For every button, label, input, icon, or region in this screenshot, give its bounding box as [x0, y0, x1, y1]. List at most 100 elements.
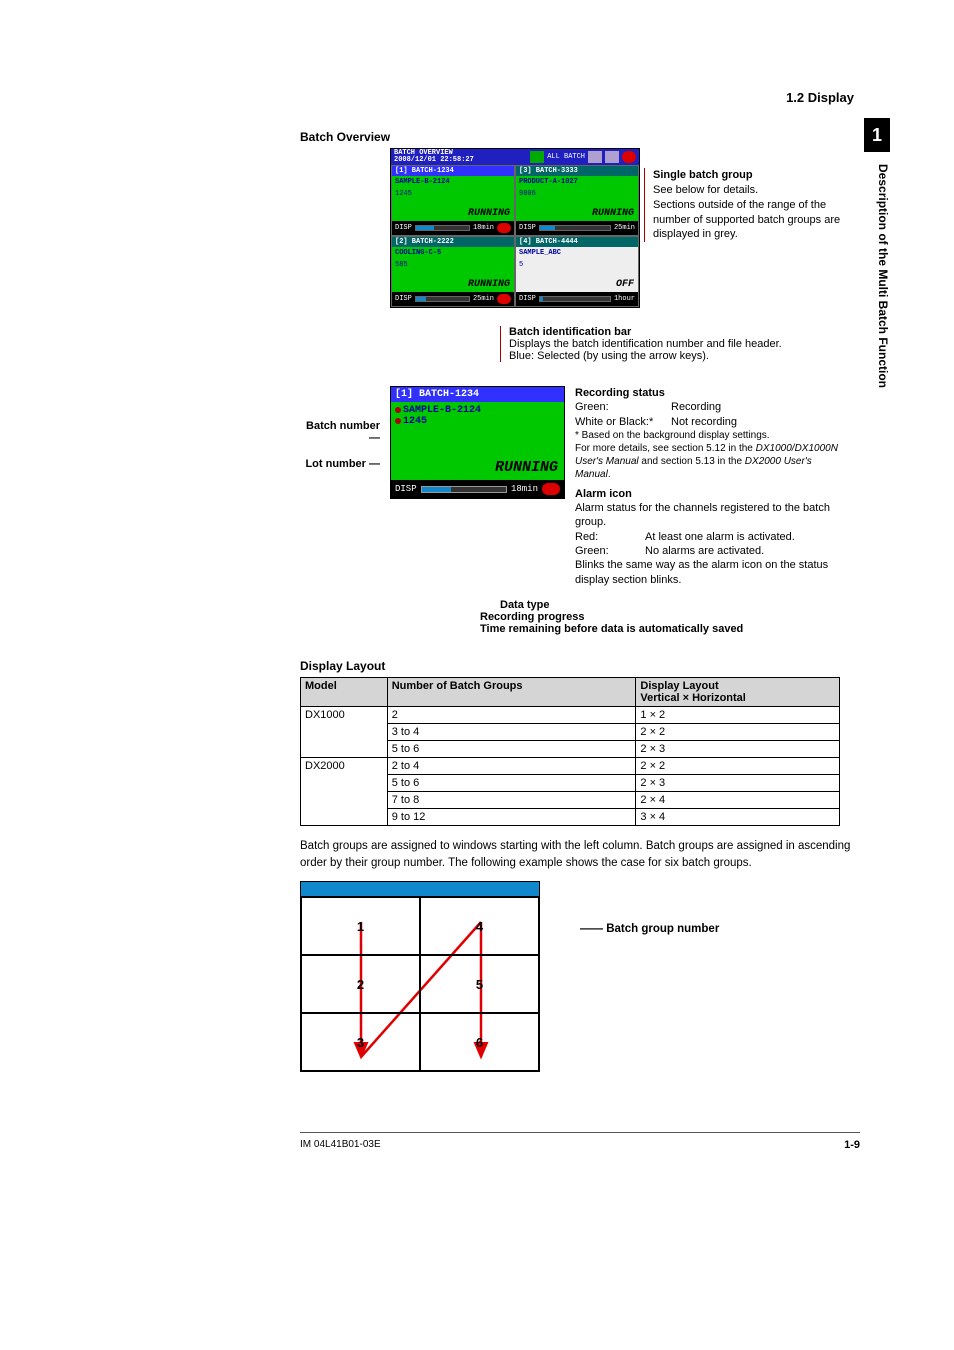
kv-key: Red: — [575, 530, 645, 544]
disp-time: 18min — [473, 224, 494, 232]
batch-cell: [1] BATCH-1234SAMPLE-B-21241245RUNNING DI… — [391, 165, 515, 236]
detail-sample: SAMPLE-B-2124 — [403, 405, 481, 416]
grid-diagram: 142536 — [300, 881, 540, 1072]
detail-panel: [1] BATCH-1234 SAMPLE-B-2124 1245 RUNNIN… — [390, 386, 565, 499]
page: 1.2 Display 1 Description of the Multi B… — [0, 0, 954, 1191]
kv-val: Not recording — [671, 415, 845, 429]
label-lot-number: Lot number — [305, 458, 366, 470]
detail-status: RUNNING — [495, 459, 558, 476]
cell-layout: 2 × 3 — [636, 774, 840, 791]
cell-status: RUNNING — [468, 208, 510, 219]
kv-val: At least one alarm is activated. — [645, 530, 845, 544]
cell-body: COOLING-C-5 585 RUNNING — [392, 247, 514, 292]
cell-sample: SAMPLE_ABC — [519, 249, 635, 257]
cell-idbar: [1] BATCH-1234 — [392, 166, 514, 176]
toolbar-icon — [588, 151, 602, 163]
cell-body: PRODUCT-A-1027 9806 RUNNING — [516, 176, 638, 221]
callout-title: Recording status — [575, 387, 665, 399]
cell-lot: 5 — [519, 261, 635, 269]
disp-label: DISP — [519, 295, 536, 303]
cell-layout: 1 × 2 — [636, 706, 840, 723]
cell-body: SAMPLE_ABC 5 OFF — [516, 247, 638, 292]
diagram-titlebar — [300, 881, 540, 897]
grid-cell: 4 — [420, 897, 539, 955]
cell-sample: PRODUCT-A-1027 — [519, 178, 635, 186]
th-model: Model — [301, 677, 388, 706]
batch-overview-screen: BATCH OVERVIEW 2008/12/01 22:58:27 ALL B… — [390, 148, 640, 308]
batch-cell: [2] BATCH-2222COOLING-C-5585RUNNINGDISP2… — [391, 236, 515, 307]
annotation-title: Single batch group — [653, 169, 753, 181]
grid-diagram-wrapper: 142536 —— Batch group number — [300, 881, 860, 1072]
grid-cell: 1 — [301, 897, 420, 955]
cell-layout: 2 × 2 — [636, 757, 840, 774]
grid-cell: 3 — [301, 1013, 420, 1071]
cell-groups: 2 to 4 — [387, 757, 636, 774]
kv-val: No alarms are activated. — [645, 544, 845, 558]
kv-val: Recording — [671, 400, 845, 414]
alarm-icon — [622, 151, 636, 163]
cell-disp: DISP 25min — [392, 292, 514, 306]
batch-group-number-label: —— Batch group number — [580, 923, 740, 935]
cell-status: RUNNING — [592, 208, 634, 219]
note: * Based on the background display settin… — [575, 429, 845, 442]
callout-title: Batch identification bar — [509, 326, 631, 338]
cell-groups: 3 to 4 — [387, 723, 636, 740]
table-row: DX20002 to 42 × 2 — [301, 757, 840, 774]
layout-table: Model Number of Batch Groups Display Lay… — [300, 677, 840, 826]
annotation-text: Sections outside of the range of the num… — [653, 199, 840, 241]
cell-lot: 585 — [395, 261, 511, 269]
callout-data-type: Data type — [500, 599, 860, 611]
cell-model: DX1000 — [301, 706, 388, 757]
cell-groups: 9 to 12 — [387, 808, 636, 825]
footer-right: 1-9 — [844, 1139, 860, 1151]
note: For more details, see section 5.12 in th… — [575, 442, 845, 481]
callout-text: Blue: Selected (by using the arrow keys)… — [509, 350, 709, 362]
cell-layout: 2 × 2 — [636, 723, 840, 740]
footer-left: IM 04L41B01-03E — [300, 1139, 381, 1151]
side-title: Description of the Multi Batch Function — [864, 160, 890, 388]
status-icon — [530, 151, 544, 163]
kv-key: Green: — [575, 544, 645, 558]
disp-time: 1hour — [614, 295, 635, 303]
cell-idbar: [3] BATCH-3333 — [516, 166, 638, 176]
cell-disp: DISP 1hour — [516, 292, 638, 306]
disp-time: 25min — [614, 224, 635, 232]
callout-text: Blinks the same way as the alarm icon on… — [575, 559, 828, 585]
cell-disp: DISP25min — [516, 221, 638, 235]
cell-sample: COOLING-C-5 — [395, 249, 511, 257]
screen-titlebar: BATCH OVERVIEW 2008/12/01 22:58:27 ALL B… — [391, 149, 639, 165]
callout-text: Displays the batch identification number… — [509, 338, 782, 350]
detail-body: SAMPLE-B-2124 1245 RUNNING — [391, 402, 564, 480]
table-row: DX100021 × 2 — [301, 706, 840, 723]
screen-timestamp: 2008/12/01 22:58:27 — [394, 157, 474, 164]
disp-time: 25min — [473, 295, 494, 303]
callout-text: Alarm status for the channels registered… — [575, 502, 830, 528]
grid-cell: 6 — [420, 1013, 539, 1071]
detail-left-labels: Batch number — Lot number — — [300, 386, 380, 484]
grid-cell: 2 — [301, 955, 420, 1013]
disp-label: DISP — [395, 295, 412, 303]
kv-key: White or Black:* — [575, 415, 671, 429]
cell-layout: 2 × 4 — [636, 791, 840, 808]
content-area: Batch Overview BATCH OVERVIEW 2008/12/01… — [300, 130, 860, 1151]
assignment-paragraph: Batch groups are assigned to windows sta… — [300, 838, 860, 871]
callout-time-remain: Time remaining before data is automatica… — [480, 623, 860, 635]
cell-status: RUNNING — [468, 279, 510, 290]
cell-groups: 5 to 6 — [387, 740, 636, 757]
section-header: 1.2 Display — [786, 90, 854, 105]
grid-cell: 5 — [420, 955, 539, 1013]
layout-table-heading: Display Layout — [300, 659, 860, 673]
disp-label: DISP — [395, 224, 412, 232]
cell-status: OFF — [616, 279, 634, 290]
label-batch-number: Batch number — [306, 420, 380, 432]
cell-body: SAMPLE-B-21241245RUNNING — [392, 176, 514, 221]
cell-lot: 9806 — [519, 190, 635, 198]
disp-label: DISP — [395, 484, 417, 494]
alarm-icon — [542, 483, 560, 495]
callout-rec-progress: Recording progress — [480, 611, 860, 623]
cell-idbar: [4] BATCH-4444 — [516, 237, 638, 247]
cell-model: DX2000 — [301, 757, 388, 825]
kv-key: Green: — [575, 400, 671, 414]
overview-annotation: Single batch group See below for details… — [652, 168, 847, 242]
titlebar-right-label: ALL BATCH — [547, 153, 585, 161]
